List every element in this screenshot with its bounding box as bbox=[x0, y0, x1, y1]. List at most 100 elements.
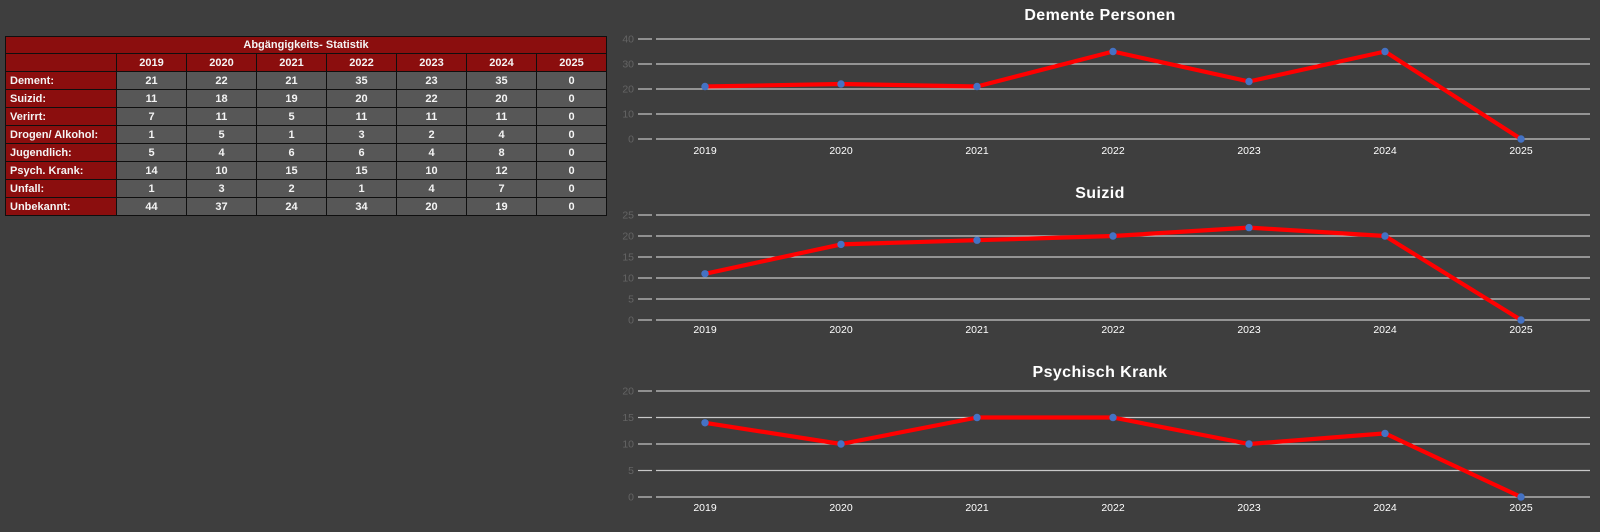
row-label[interactable]: Psych. Krank: bbox=[5, 161, 117, 180]
y-axis-tick-label: 40 bbox=[622, 34, 634, 46]
year-header[interactable]: 2024 bbox=[466, 53, 537, 72]
value-cell[interactable]: 1 bbox=[256, 125, 327, 144]
row-label[interactable]: Drogen/ Alkohol: bbox=[5, 125, 117, 144]
value-cell[interactable]: 0 bbox=[535, 125, 608, 144]
row-label[interactable]: Unfall: bbox=[5, 179, 117, 198]
x-axis-tick-label: 2019 bbox=[693, 145, 717, 157]
value-cell[interactable]: 11 bbox=[116, 89, 187, 108]
value-cell[interactable]: 5 bbox=[256, 107, 327, 126]
value-cell[interactable]: 10 bbox=[396, 161, 467, 180]
series-line bbox=[702, 415, 1524, 500]
value-cell[interactable]: 6 bbox=[256, 143, 327, 162]
value-cell[interactable]: 4 bbox=[186, 143, 257, 162]
value-cell[interactable]: 6 bbox=[326, 143, 397, 162]
value-cell[interactable]: 44 bbox=[116, 197, 187, 216]
value-cell[interactable]: 23 bbox=[396, 71, 467, 90]
value-cell[interactable]: 0 bbox=[535, 107, 608, 126]
value-cell[interactable]: 18 bbox=[186, 89, 257, 108]
value-cell[interactable]: 14 bbox=[116, 161, 187, 180]
value-cell[interactable]: 34 bbox=[326, 197, 397, 216]
value-cell[interactable]: 35 bbox=[466, 71, 537, 90]
y-axis-tick-label: 10 bbox=[622, 273, 634, 285]
value-cell[interactable]: 15 bbox=[256, 161, 327, 180]
row-label[interactable]: Suizid: bbox=[5, 89, 117, 108]
value-cell[interactable]: 22 bbox=[186, 71, 257, 90]
value-cell[interactable]: 1 bbox=[116, 179, 187, 198]
year-header[interactable]: 2020 bbox=[186, 53, 257, 72]
value-cell[interactable]: 2 bbox=[396, 125, 467, 144]
value-cell[interactable]: 11 bbox=[326, 107, 397, 126]
chart-psychisch-krank[interactable]: 0 5 10 15 20 2019 2020 2021 2022 2023 2024 2025 Psyc… bbox=[622, 364, 1590, 514]
y-axis-tick-label: 15 bbox=[622, 252, 634, 264]
year-header[interactable]: 2023 bbox=[396, 53, 467, 72]
year-header[interactable]: 2025 bbox=[535, 53, 608, 72]
value-cell[interactable]: 4 bbox=[396, 179, 467, 198]
y-axis-tick-label: 5 bbox=[628, 465, 634, 477]
value-cell[interactable]: 15 bbox=[326, 161, 397, 180]
value-cell[interactable]: 5 bbox=[186, 125, 257, 144]
value-cell[interactable]: 0 bbox=[535, 197, 608, 216]
value-cell[interactable]: 1 bbox=[116, 125, 187, 144]
value-cell[interactable]: 5 bbox=[116, 143, 187, 162]
value-cell[interactable]: 21 bbox=[116, 71, 187, 90]
table-title-row: Abgängigkeits- Statistik bbox=[4, 36, 608, 54]
year-header[interactable]: 2021 bbox=[256, 53, 327, 72]
value-cell[interactable]: 24 bbox=[256, 197, 327, 216]
value-cell[interactable]: 2 bbox=[256, 179, 327, 198]
value-cell[interactable]: 19 bbox=[466, 197, 537, 216]
chart-demente-personen[interactable]: 0 10 20 30 40 2019 2020 2021 2022 2023 2024 2025 Dem… bbox=[622, 7, 1590, 157]
corner-cell[interactable] bbox=[5, 53, 117, 72]
row-label[interactable]: Jugendlich: bbox=[5, 143, 117, 162]
value-cell[interactable]: 12 bbox=[466, 161, 537, 180]
table-title[interactable]: Abgängigkeits- Statistik bbox=[4, 36, 608, 54]
value-cell[interactable]: 22 bbox=[396, 89, 467, 108]
data-point-marker bbox=[973, 82, 981, 91]
value-cell[interactable]: 10 bbox=[186, 161, 257, 180]
value-cell[interactable]: 0 bbox=[535, 143, 608, 162]
value-cell[interactable]: 20 bbox=[396, 197, 467, 216]
value-cell[interactable]: 4 bbox=[466, 125, 537, 144]
value-cell[interactable]: 35 bbox=[326, 71, 397, 90]
data-point-marker bbox=[837, 80, 845, 88]
value-cell[interactable]: 8 bbox=[466, 143, 537, 162]
value-cell[interactable]: 0 bbox=[535, 89, 608, 108]
x-axis-tick-label: 2025 bbox=[1509, 145, 1533, 157]
year-header[interactable]: 2019 bbox=[116, 53, 187, 72]
value-cell[interactable]: 20 bbox=[466, 89, 537, 108]
value-cell[interactable]: 0 bbox=[535, 161, 608, 180]
value-cell[interactable]: 11 bbox=[186, 107, 257, 126]
value-cell[interactable]: 4 bbox=[396, 143, 467, 162]
row-label[interactable]: Verirrt: bbox=[5, 107, 117, 126]
value-cell[interactable]: 3 bbox=[326, 125, 397, 144]
value-cell[interactable]: 11 bbox=[466, 107, 537, 126]
x-axis-tick-label: 2023 bbox=[1237, 324, 1261, 336]
x-axis-tick-label: 2023 bbox=[1237, 145, 1261, 157]
chart-title: Suizid bbox=[1075, 185, 1125, 202]
x-axis-tick-label: 2020 bbox=[829, 324, 853, 336]
data-point-marker bbox=[1517, 493, 1525, 501]
value-cell[interactable]: 0 bbox=[535, 71, 608, 90]
value-cell[interactable]: 11 bbox=[396, 107, 467, 126]
value-cell[interactable]: 0 bbox=[535, 179, 608, 198]
row-label[interactable]: Unbekannt: bbox=[5, 197, 117, 216]
value-cell[interactable]: 37 bbox=[186, 197, 257, 216]
x-axis-tick-label: 2022 bbox=[1101, 145, 1125, 157]
series-line bbox=[702, 225, 1524, 323]
value-cell[interactable]: 20 bbox=[326, 89, 397, 108]
value-cell[interactable]: 3 bbox=[186, 179, 257, 198]
data-point-marker bbox=[1109, 47, 1117, 56]
value-cell[interactable]: 7 bbox=[466, 179, 537, 198]
value-cell[interactable]: 7 bbox=[116, 107, 187, 126]
value-cell[interactable]: 19 bbox=[256, 89, 327, 108]
y-axis-tick-label: 30 bbox=[622, 59, 634, 71]
data-point-marker bbox=[1517, 135, 1525, 143]
row-label[interactable]: Dement: bbox=[5, 71, 117, 90]
value-cell[interactable]: 1 bbox=[326, 179, 397, 198]
table-year-header-row: 2019 2020 2021 2022 2023 2024 2025 bbox=[5, 53, 608, 72]
value-cell[interactable]: 21 bbox=[256, 71, 327, 90]
table-row: Suizid: 11 18 19 20 22 20 0 bbox=[5, 89, 608, 108]
year-header[interactable]: 2022 bbox=[326, 53, 397, 72]
